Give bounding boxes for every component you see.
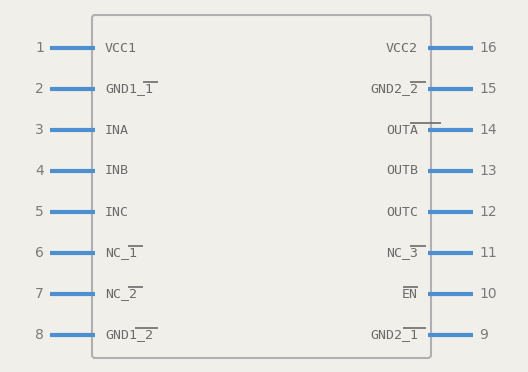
Text: GND1_2: GND1_2 xyxy=(105,328,153,341)
Text: 3: 3 xyxy=(35,123,44,137)
Text: 7: 7 xyxy=(35,287,44,301)
Text: VCC2: VCC2 xyxy=(386,42,418,55)
Text: INA: INA xyxy=(105,124,129,137)
Text: 14: 14 xyxy=(479,123,497,137)
FancyBboxPatch shape xyxy=(92,15,431,358)
Text: OUTB: OUTB xyxy=(386,164,418,177)
Text: 2: 2 xyxy=(35,82,44,96)
Text: 13: 13 xyxy=(479,164,497,178)
Text: INC: INC xyxy=(105,205,129,218)
Text: NC_2: NC_2 xyxy=(105,288,137,301)
Text: INB: INB xyxy=(105,164,129,177)
Text: NC_1: NC_1 xyxy=(105,247,137,260)
Text: 9: 9 xyxy=(479,328,488,342)
Text: OUTC: OUTC xyxy=(386,205,418,218)
Text: VCC1: VCC1 xyxy=(105,42,137,55)
Text: GND1_1: GND1_1 xyxy=(105,83,153,96)
Text: EN: EN xyxy=(402,288,418,301)
Text: 4: 4 xyxy=(35,164,44,178)
Text: 5: 5 xyxy=(35,205,44,219)
Text: 8: 8 xyxy=(35,328,44,342)
Text: 10: 10 xyxy=(479,287,497,301)
Text: NC_3: NC_3 xyxy=(386,247,418,260)
Text: 16: 16 xyxy=(479,41,497,55)
Text: 11: 11 xyxy=(479,246,497,260)
Text: GND2_1: GND2_1 xyxy=(370,328,418,341)
Text: 6: 6 xyxy=(35,246,44,260)
Text: 12: 12 xyxy=(479,205,497,219)
Text: 15: 15 xyxy=(479,82,497,96)
Text: 1: 1 xyxy=(35,41,44,55)
Text: GND2_2: GND2_2 xyxy=(370,83,418,96)
Text: OUTA: OUTA xyxy=(386,124,418,137)
